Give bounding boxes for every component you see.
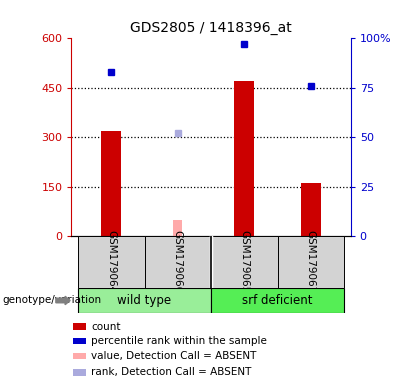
Bar (211, 236, 278, 288)
Bar (73, 323, 86, 330)
Bar (211, 288, 344, 313)
Text: genotype/variation: genotype/variation (2, 295, 101, 306)
Bar (73, 353, 86, 359)
Bar (73, 369, 86, 376)
Text: rank, Detection Call = ABSENT: rank, Detection Call = ABSENT (92, 367, 252, 377)
Text: GSM179065: GSM179065 (239, 230, 249, 294)
Text: GSM179067: GSM179067 (306, 230, 316, 294)
Bar (144, 236, 211, 288)
Bar (101, 131, 121, 236)
Text: GSM179064: GSM179064 (106, 230, 116, 294)
Text: wild type: wild type (118, 294, 172, 307)
Text: value, Detection Call = ABSENT: value, Detection Call = ABSENT (92, 351, 257, 361)
Text: count: count (92, 322, 121, 332)
Bar (173, 220, 182, 236)
Title: GDS2805 / 1418396_at: GDS2805 / 1418396_at (130, 21, 292, 35)
Text: srf deficient: srf deficient (242, 294, 313, 307)
Bar (301, 184, 321, 236)
Text: GSM179066: GSM179066 (173, 230, 183, 294)
Text: percentile rank within the sample: percentile rank within the sample (92, 336, 267, 346)
Bar (73, 338, 86, 344)
Bar (234, 81, 254, 236)
Bar (278, 236, 344, 288)
Bar (78, 288, 211, 313)
Bar (78, 236, 144, 288)
